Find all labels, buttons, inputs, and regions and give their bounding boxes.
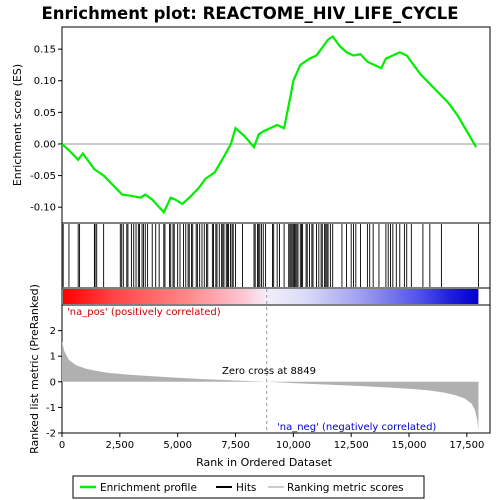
es-y-tick-label: 0.10 (34, 76, 56, 87)
legend-frame (72, 475, 425, 499)
x-tick-label: 15,000 (392, 440, 427, 451)
enrichment-score-panel: -0.10 -0.05 0.00 0.05 0.10 0.15 Enrichment sc… (11, 26, 491, 224)
es-y-tick-label: 0.15 (34, 45, 56, 56)
x-tick-label: 17,500 (449, 440, 484, 451)
x-tick-label: 2,500 (106, 440, 135, 451)
ranking-metric-area (62, 340, 479, 431)
es-y-axis-ticks: -0.10 -0.05 0.00 0.05 0.10 0.15 (30, 45, 62, 214)
x-tick-label: 5,000 (163, 440, 192, 451)
rank-y-axis-ticks: -2 -1 0 1 2 (46, 326, 62, 440)
zero-cross-label: Zero cross at 8849 (222, 366, 316, 377)
es-y-axis-label: Enrichment score (ES) (11, 64, 24, 186)
rank-y-tick-label: -2 (46, 429, 56, 440)
x-tick-label: 0 (59, 440, 65, 451)
rank-y-axis-label: Ranked list metric (PreRanked) (28, 284, 41, 454)
chart-title: Enrichment plot: REACTOME_HIV_LIFE_CYCLE (42, 4, 459, 23)
rank-x-axis-ticks: 0 2,500 5,000 7,500 10,000 12,500 15,000 17,500 (59, 433, 484, 451)
rank-y-tick-label: -1 (46, 403, 56, 414)
x-tick-label: 10,000 (276, 440, 311, 451)
rank-x-axis-label: Rank in Ordered Dataset (196, 456, 333, 469)
es-y-tick-label: 0.00 (34, 139, 56, 150)
x-tick-label: 7,500 (221, 440, 250, 451)
hits-panel (61, 222, 491, 289)
es-y-tick-label: 0.05 (34, 108, 56, 119)
rank-y-tick-label: 0 (50, 377, 56, 388)
legend-profile-label: Enrichment profile (100, 482, 197, 494)
enrichment-profile-line (61, 34, 478, 215)
rank-y-tick-label: 2 (50, 326, 56, 337)
negative-correlation-label: 'na_neg' (negatively correlated) (277, 422, 436, 433)
legend: Enrichment profile Hits Ranking metric s… (72, 475, 425, 499)
hit-marks (62, 224, 479, 287)
es-y-tick-label: -0.05 (30, 171, 56, 182)
band-gradient (63, 289, 479, 304)
legend-metric-label: Ranking metric scores (287, 482, 404, 494)
positive-correlation-label: 'na_pos' (positively correlated) (67, 307, 221, 318)
rank-y-tick-label: 1 (50, 352, 56, 363)
hits-frame (61, 222, 491, 289)
ranked-metric-panel: -2 -1 0 1 2 0 2,500 5,000 7,500 10,000 12,500 15,0… (28, 284, 491, 469)
x-tick-label: 12,500 (334, 440, 369, 451)
ranked-list-color-band (61, 287, 491, 306)
legend-hits-label: Hits (236, 482, 256, 494)
es-y-tick-label: -0.10 (30, 203, 56, 214)
